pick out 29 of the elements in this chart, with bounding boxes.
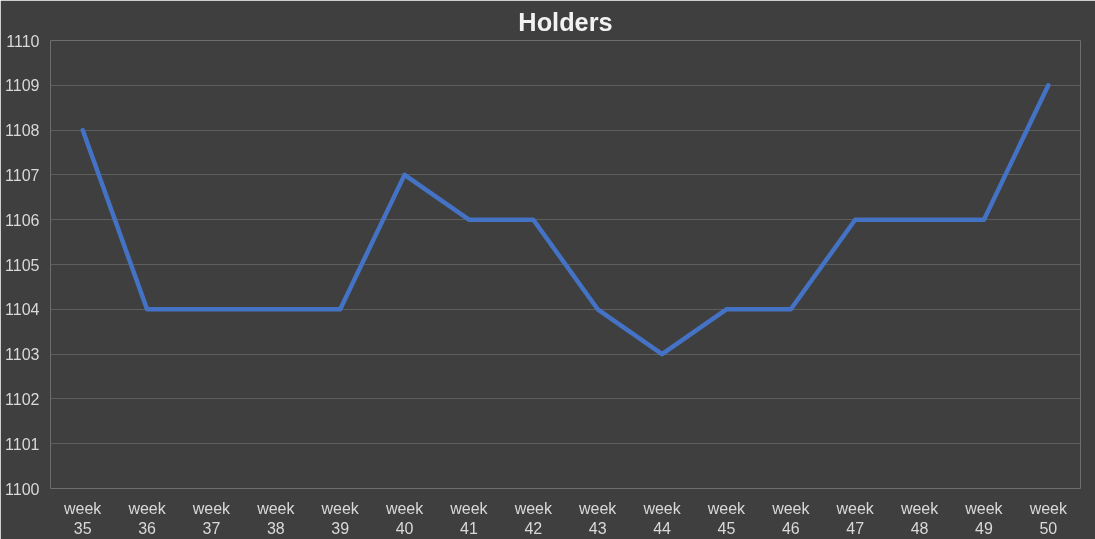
line-series bbox=[80, 83, 1051, 357]
y-tick-label: 1100 bbox=[5, 480, 40, 498]
x-tick-label: week 45 bbox=[706, 499, 747, 537]
y-tick-label: 1104 bbox=[5, 301, 40, 319]
x-tick-label: week 49 bbox=[964, 499, 1004, 537]
x-tick-label: week 46 bbox=[771, 499, 811, 537]
x-tick-label: week 42 bbox=[513, 499, 553, 537]
x-tick-label: week 40 bbox=[384, 499, 425, 537]
y-tick-label: 1110 bbox=[6, 32, 40, 50]
y-tick-label: 1108 bbox=[5, 122, 40, 140]
y-tick-label: 1105 bbox=[5, 256, 40, 274]
x-tick-label: week 35 bbox=[63, 499, 103, 537]
x-tick-label: week 43 bbox=[578, 499, 618, 537]
x-tick-label: week 48 bbox=[899, 499, 940, 537]
x-tick-label: week 39 bbox=[320, 499, 360, 537]
y-tick-label: 1101 bbox=[5, 435, 40, 453]
x-tick-label: week 37 bbox=[191, 499, 232, 537]
y-tick-label: 1103 bbox=[5, 346, 40, 364]
x-tick-label: week 50 bbox=[1028, 499, 1068, 537]
x-tick-label: week 36 bbox=[127, 499, 167, 537]
y-tick-label: 1107 bbox=[5, 166, 40, 184]
y-tick-label: 1102 bbox=[5, 390, 40, 408]
y-tick-label: 1106 bbox=[5, 211, 40, 229]
y-tick-label: 1109 bbox=[5, 77, 40, 95]
x-tick-label: week 47 bbox=[835, 499, 875, 537]
chart-title: Holders bbox=[518, 7, 613, 36]
x-tick-label: week 44 bbox=[642, 499, 682, 537]
x-tick-label: week 41 bbox=[449, 499, 489, 537]
x-tick-label: week 38 bbox=[256, 499, 296, 537]
